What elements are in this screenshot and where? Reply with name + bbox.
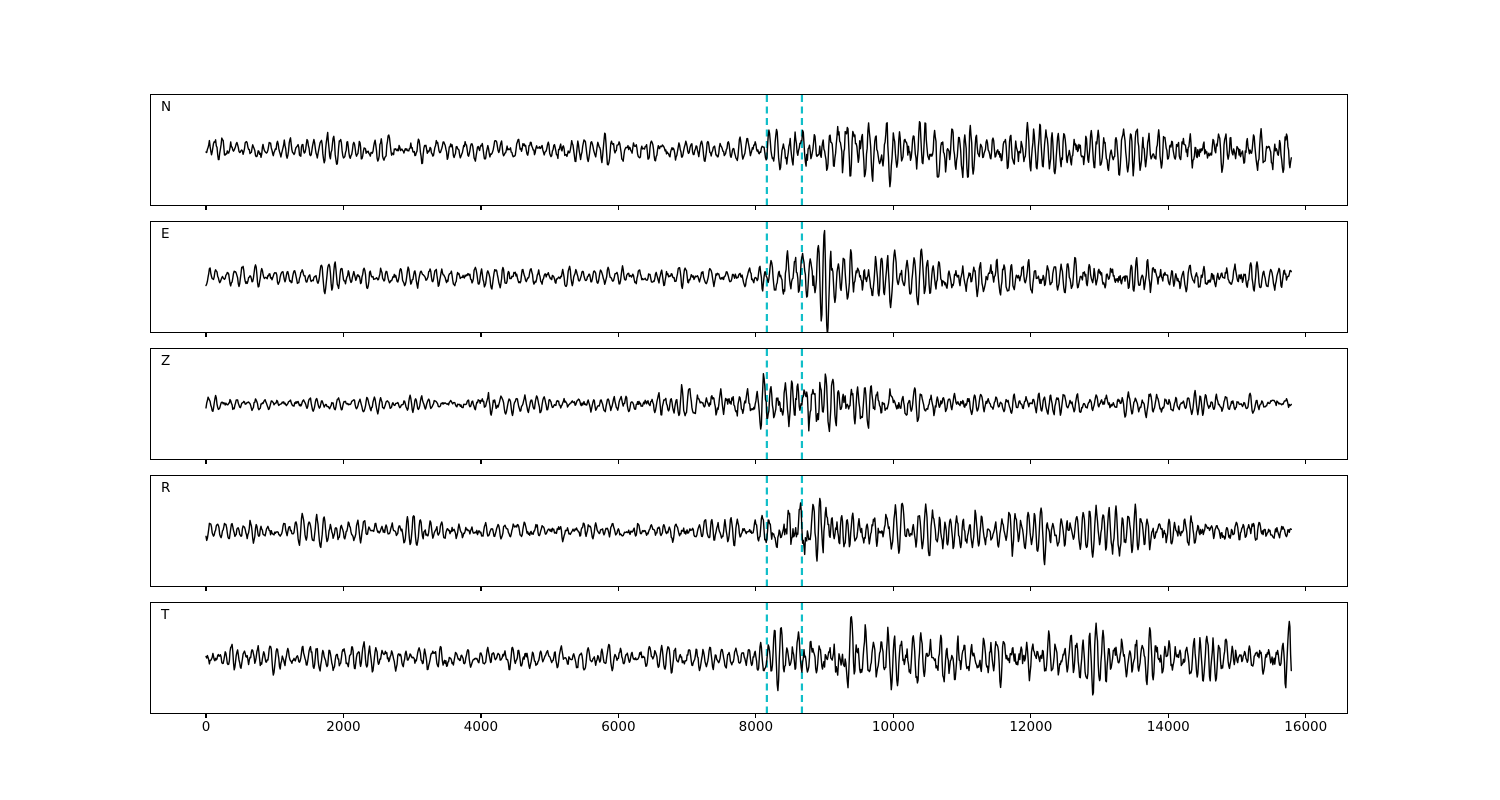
x-axis-tick	[1305, 460, 1307, 464]
trace-N	[205, 121, 1293, 188]
x-axis-tick	[480, 333, 482, 337]
x-axis-tick	[480, 587, 482, 591]
x-axis-tick	[617, 587, 619, 591]
x-tick-label: 2000	[326, 719, 361, 735]
x-axis-tick	[1305, 714, 1307, 718]
x-tick-label: 14000	[1146, 719, 1190, 735]
x-axis-tick	[205, 714, 207, 718]
x-axis-tick	[342, 587, 345, 591]
x-axis-tick	[1030, 714, 1032, 718]
x-axis-tick	[205, 206, 207, 210]
trace-Z	[205, 373, 1293, 433]
x-tick-label: 6000	[601, 719, 636, 735]
x-axis-tick	[1305, 206, 1307, 210]
x-axis-tick	[480, 714, 482, 718]
panel-label-T: T	[161, 607, 170, 623]
x-axis-tick	[1030, 206, 1032, 210]
x-tick-label: 0	[201, 719, 211, 735]
x-axis-tick	[342, 460, 345, 464]
x-axis-tick	[342, 333, 345, 337]
waveform-N	[205, 95, 1293, 205]
trace-E	[205, 229, 1293, 332]
x-axis-tick	[1167, 460, 1169, 464]
x-axis-tick	[755, 460, 757, 464]
x-axis-tick	[755, 587, 757, 591]
x-tick-label: 8000	[738, 719, 774, 735]
x-axis-tick	[617, 714, 619, 718]
x-axis-tick	[1305, 587, 1307, 591]
waveform-E	[205, 222, 1293, 332]
x-axis-tick	[1030, 587, 1032, 591]
x-axis-tick	[892, 333, 894, 337]
seismogram-panel-N: N	[150, 94, 1348, 206]
panel-label-E: E	[161, 226, 170, 242]
x-axis-tick	[1030, 333, 1032, 337]
x-axis-tick	[205, 587, 207, 591]
x-axis-tick	[755, 714, 757, 718]
x-axis-tick	[1030, 460, 1032, 464]
x-axis-tick	[617, 333, 619, 337]
x-tick-label: 16000	[1284, 719, 1328, 735]
panel-label-Z: Z	[161, 353, 171, 369]
x-axis-tick	[1167, 587, 1169, 591]
waveform-Z	[205, 349, 1293, 459]
x-axis-tick	[617, 206, 619, 210]
x-axis-tick	[892, 206, 894, 210]
x-axis-tick	[1167, 714, 1169, 718]
x-tick-label: 10000	[871, 719, 915, 735]
x-tick-label: 12000	[1009, 719, 1053, 735]
trace-T	[205, 615, 1293, 696]
waveform-T	[205, 603, 1293, 713]
x-axis-tick	[617, 460, 619, 464]
seismogram-panel-Z: Z	[150, 348, 1348, 460]
panel-label-N: N	[161, 99, 172, 115]
seismogram-panel-T: T	[150, 602, 1348, 714]
x-axis-tick	[755, 206, 757, 210]
seismogram-panel-R: R	[150, 475, 1348, 587]
x-axis-tick	[755, 333, 757, 337]
x-axis-tick	[892, 587, 894, 591]
panel-label-R: R	[161, 480, 171, 496]
x-axis-tick	[892, 460, 894, 464]
x-axis-tick	[480, 206, 482, 210]
x-axis-tick	[342, 714, 345, 718]
seismogram-panel-E: E	[150, 221, 1348, 333]
x-axis-tick	[1305, 333, 1307, 337]
trace-R	[205, 497, 1293, 566]
x-axis-tick	[480, 460, 482, 464]
x-tick-label: 4000	[463, 719, 499, 735]
x-axis-tick	[342, 206, 345, 210]
waveform-R	[205, 476, 1293, 586]
x-axis-tick	[205, 460, 207, 464]
x-axis-tick	[892, 714, 894, 718]
x-axis-tick	[1167, 333, 1169, 337]
x-axis-tick	[1167, 206, 1169, 210]
x-axis-tick	[205, 333, 207, 337]
